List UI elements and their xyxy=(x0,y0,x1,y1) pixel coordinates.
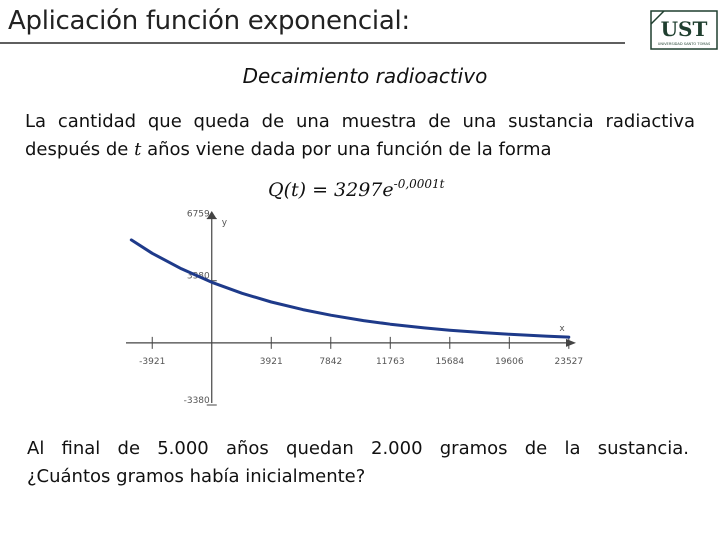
formula-base: Q(t) = 3297e xyxy=(268,179,394,201)
slide-subtitle: Decaimiento radioactivo xyxy=(242,64,488,88)
decay-curve xyxy=(129,238,571,339)
x-tick-label: 3921 xyxy=(260,357,283,367)
x-tick-label: 15684 xyxy=(435,357,464,367)
intro-variable-t: t xyxy=(134,139,142,160)
y-axis-label: y xyxy=(222,218,228,228)
x-tick-label: 23527 xyxy=(555,357,584,367)
title-divider xyxy=(0,42,625,44)
intro-paragraph: La cantidad que queda de una muestra de … xyxy=(25,108,695,164)
x-tick-label: 19606 xyxy=(495,357,524,367)
y-axis-arrow xyxy=(206,211,217,219)
intro-text-2: años viene dada por una función de la fo… xyxy=(147,139,552,160)
formula-exponent: -0,0001t xyxy=(393,177,445,191)
x-tick-label: -3921 xyxy=(139,357,165,367)
logo-subtext: UNIVERSIDAD SANTO TOMAS xyxy=(658,42,711,46)
question-line-1: Al final de 5.000 años quedan 2.000 gram… xyxy=(27,438,689,459)
question-line-2: ¿Cuántos gramos había inicialmente? xyxy=(27,466,366,487)
x-axis-arrow xyxy=(566,338,576,347)
university-logo: UST UNIVERSIDAD SANTO TOMAS xyxy=(650,10,718,50)
y-tick-label: -3380 xyxy=(184,396,210,406)
x-tick-label: 11763 xyxy=(376,357,405,367)
slide-title: Aplicación función exponencial: xyxy=(8,6,410,36)
decay-chart: xy-3921 3921 7842 11763 15684 19606 2352767593… xyxy=(126,210,584,406)
decay-formula: Q(t) = 3297e-0,0001t xyxy=(268,177,445,201)
x-axis-label: x xyxy=(559,324,565,334)
x-tick-label: 7842 xyxy=(319,357,342,367)
logo-text: UST xyxy=(661,17,708,41)
y-tick-label: 6759 xyxy=(187,210,210,220)
intro-text-1: La cantidad que queda de una muestra de … xyxy=(25,111,695,160)
